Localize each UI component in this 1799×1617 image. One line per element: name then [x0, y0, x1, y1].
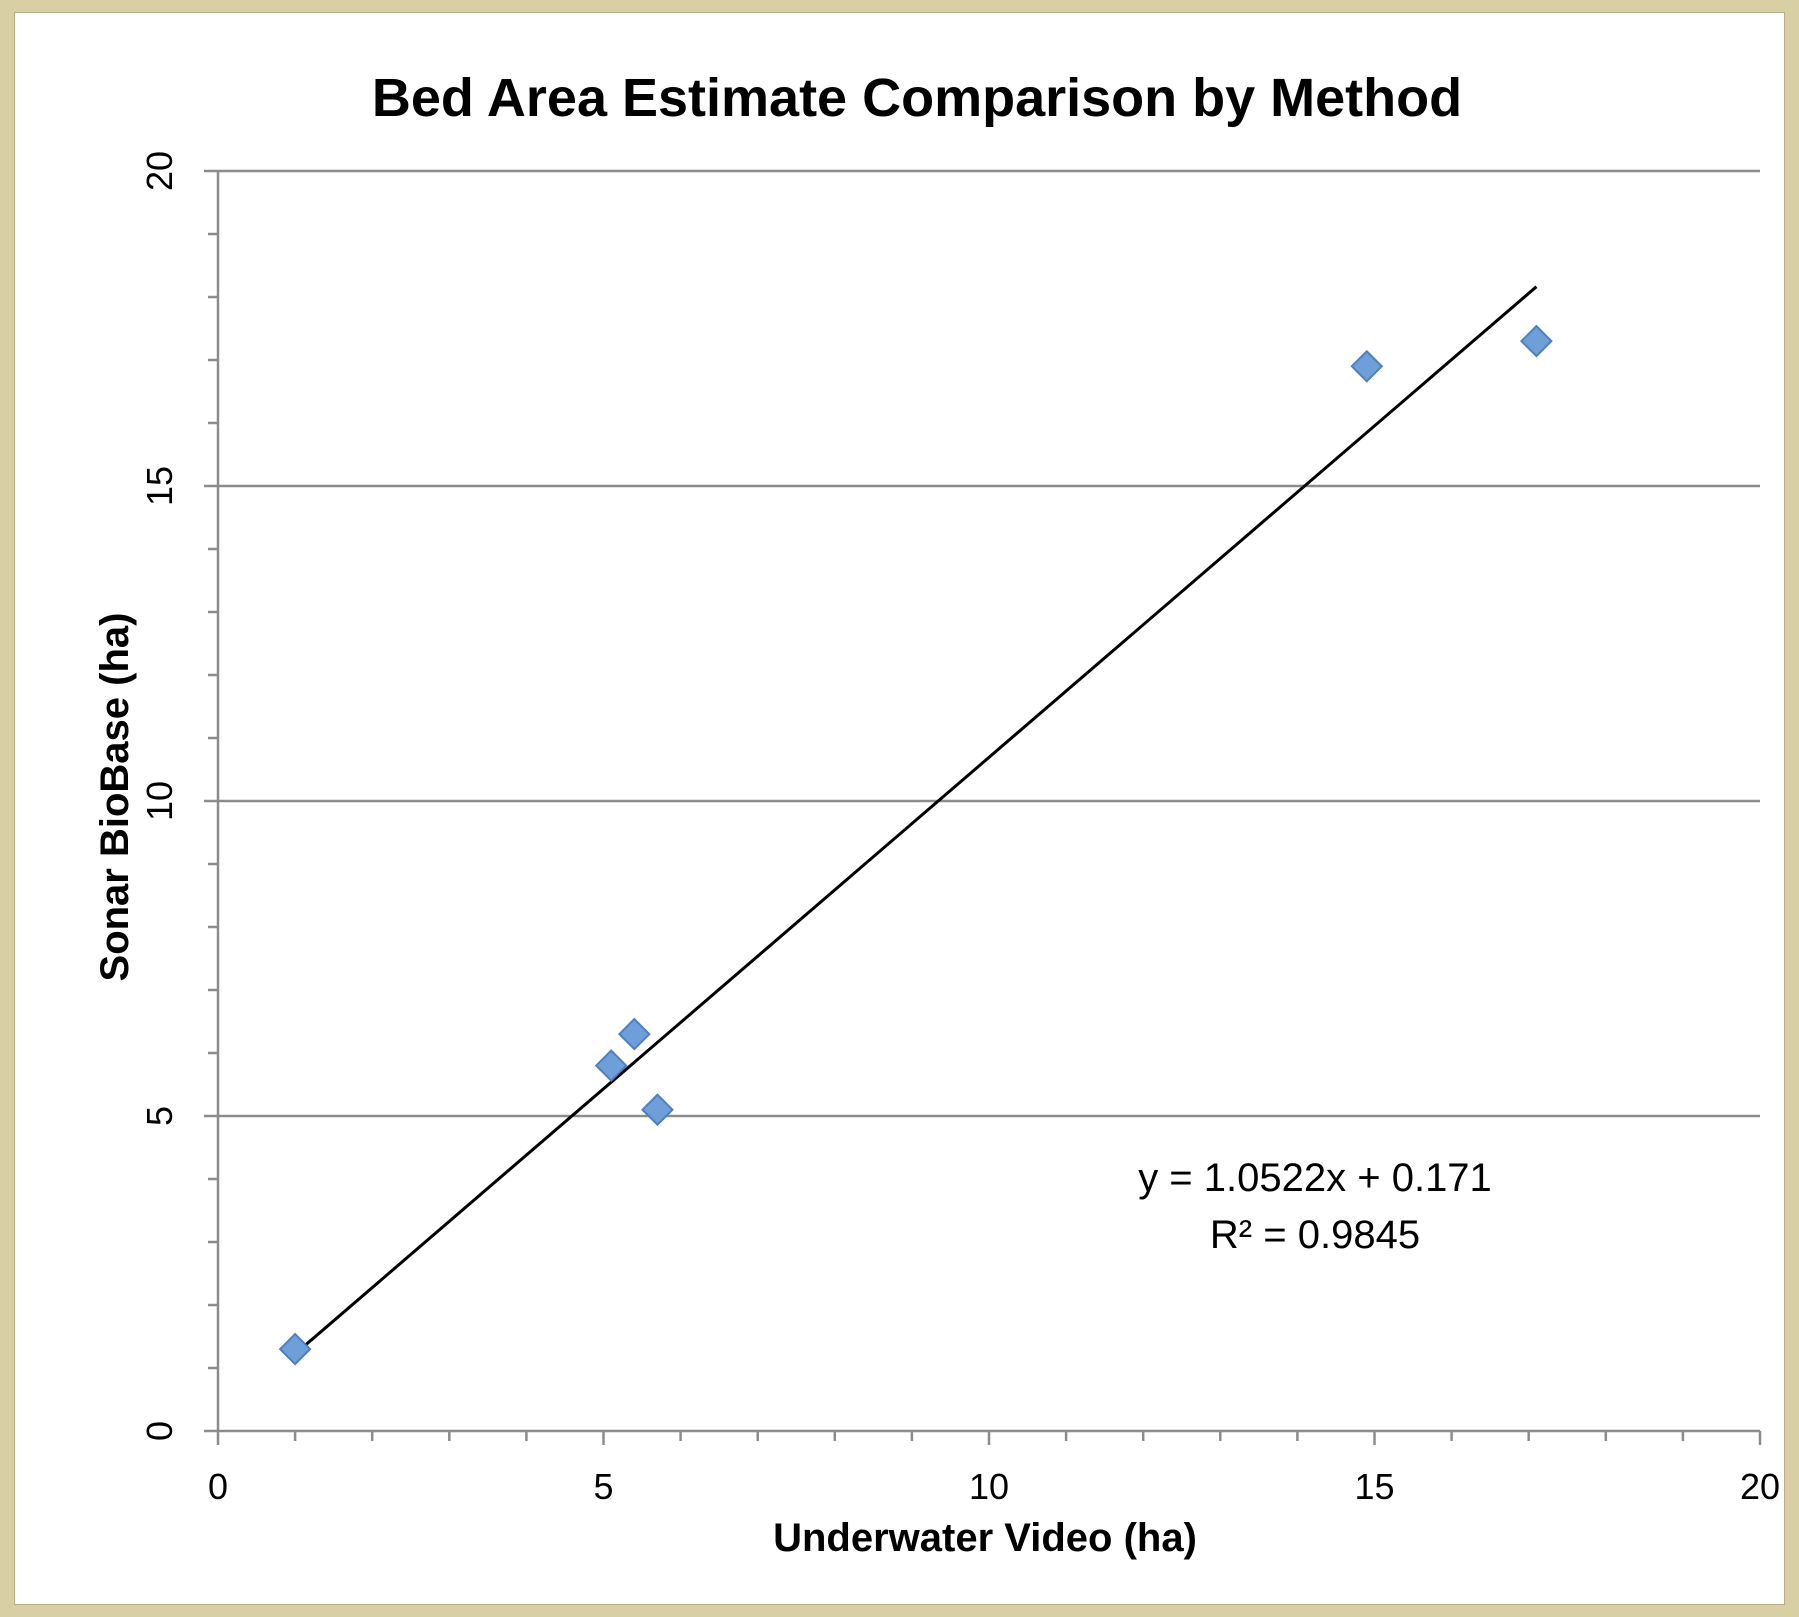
data-point [641, 1093, 674, 1127]
y-tick-label: 5 [139, 1106, 180, 1126]
trendline [294, 285, 1538, 1356]
data-point [594, 1049, 628, 1083]
x-axis-label: Underwater Video (ha) [773, 1516, 1197, 1560]
data-point [1350, 349, 1384, 383]
trendline-equation: y = 1.0522x + 0.171 [1138, 1156, 1492, 1200]
x-tick-label: 0 [208, 1466, 228, 1507]
x-tick-label: 15 [1354, 1466, 1394, 1507]
x-tick-label: 5 [593, 1466, 613, 1507]
y-axis-label: Sonar BioBase (ha) [93, 613, 137, 982]
data-point [278, 1332, 312, 1366]
gridlines [218, 169, 1760, 1118]
data-point [617, 1017, 651, 1051]
x-tick-label: 20 [1740, 1466, 1780, 1507]
y-axis-ticks: 0 5 10 15 20 [139, 151, 218, 1441]
chart-title: Bed Area Estimate Comparison by Method [372, 68, 1462, 128]
chart-frame: Bed Area Estimate Comparison by Method 0… [14, 12, 1785, 1605]
x-tick-label: 10 [969, 1466, 1009, 1507]
y-tick-label: 20 [139, 151, 180, 191]
y-tick-label: 0 [139, 1421, 180, 1441]
r-squared-label: R² = 0.9845 [1210, 1213, 1420, 1257]
data-point [1519, 324, 1553, 358]
trendline-group [294, 285, 1538, 1356]
data-points [278, 324, 1553, 1366]
scatter-chart: Bed Area Estimate Comparison by Method 0… [93, 68, 1780, 1560]
x-axis-ticks: 0 5 10 15 20 [208, 1431, 1780, 1507]
y-tick-label: 10 [139, 781, 180, 821]
y-tick-label: 15 [139, 466, 180, 506]
